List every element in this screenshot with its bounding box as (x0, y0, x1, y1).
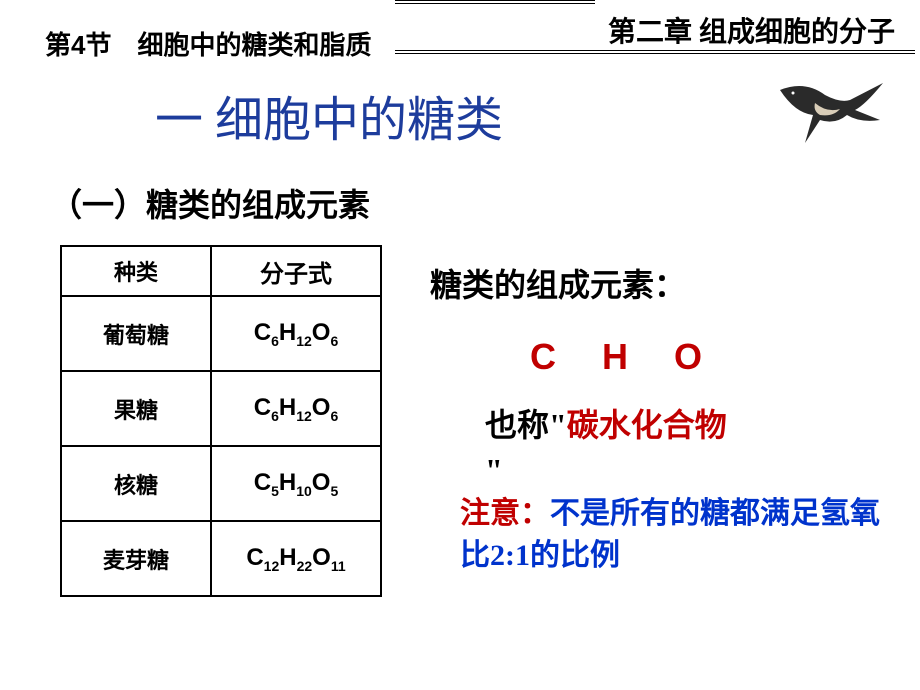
note-red: 注意： (460, 497, 550, 530)
decorative-line (395, 50, 915, 54)
cell-formula: C5H10O5 (211, 446, 381, 521)
cell-type: 葡萄糖 (61, 296, 211, 371)
table-header-formula: 分子式 (211, 246, 381, 296)
right-text-block: 糖类的组成元素： C H O 也称"碳水化合物 " 注意：不是所有的糖都满足氢氧比… (430, 260, 900, 577)
cell-type: 麦芽糖 (61, 521, 211, 596)
formula-table: 种类 分子式 葡萄糖 C6H12O6 果糖 C6H12O6 核糖 C5H10O5… (60, 245, 382, 597)
table-header-type: 种类 (61, 246, 211, 296)
swallow-icon (765, 65, 885, 145)
table-row: 果糖 C6H12O6 (61, 371, 381, 446)
main-title: 一 细胞中的糖类 (155, 80, 503, 150)
chapter-title: 第二章 组成细胞的分子 (608, 10, 895, 50)
cho-elements: C H O (530, 336, 900, 378)
table-row: 麦芽糖 C12H22O11 (61, 521, 381, 596)
also-post: " (485, 452, 503, 488)
cell-type: 果糖 (61, 371, 211, 446)
note-line: 注意：不是所有的糖都满足氢氧比2:1的比例 (460, 493, 900, 577)
section-title: 第4节 细胞中的糖类和脂质 (45, 25, 371, 62)
also-called-line: 也称"碳水化合物 " (485, 403, 900, 493)
also-pre: 也称" (485, 407, 567, 443)
elements-label: 糖类的组成元素： (430, 260, 900, 306)
cell-formula: C6H12O6 (211, 296, 381, 371)
decorative-line-top (395, 0, 595, 4)
sub-heading: （一）糖类的组成元素 (50, 180, 370, 226)
also-red: 碳水化合物 (567, 407, 727, 443)
cell-formula: C12H22O11 (211, 521, 381, 596)
table-row: 葡萄糖 C6H12O6 (61, 296, 381, 371)
table-row: 核糖 C5H10O5 (61, 446, 381, 521)
cell-formula: C6H12O6 (211, 371, 381, 446)
cell-type: 核糖 (61, 446, 211, 521)
